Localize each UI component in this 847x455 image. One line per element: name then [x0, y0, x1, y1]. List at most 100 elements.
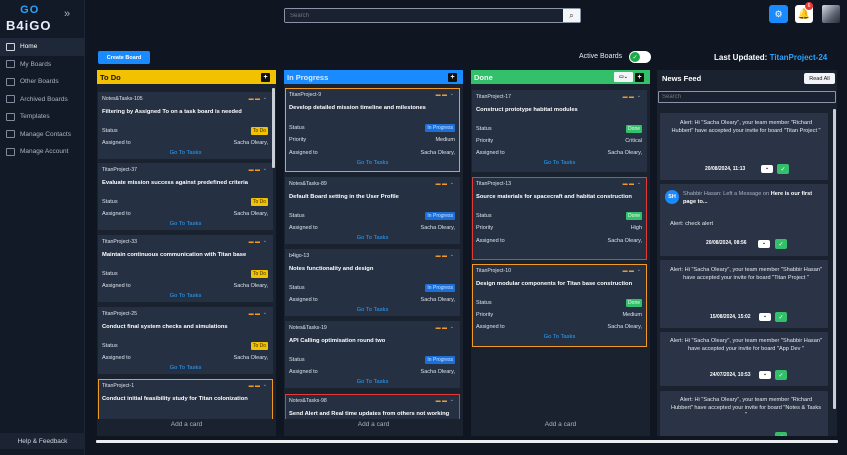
sidebar-item-other-boards[interactable]: Other Boards: [0, 73, 85, 91]
active-boards-toggle[interactable]: ✓: [629, 51, 651, 63]
column-scrollbar[interactable]: [272, 88, 275, 168]
go-to-tasks-link[interactable]: Go To Tasks: [169, 150, 202, 156]
task-card[interactable]: TitanProject-37 ▬ ▬ ⌄ Evaluate mission su…: [98, 163, 273, 230]
chevron-down-icon[interactable]: ⌄: [636, 93, 641, 99]
news-item[interactable]: Alert: Hi "Sacha Oleary", your team memb…: [660, 113, 828, 180]
status-badge: Done: [626, 211, 642, 220]
chevron-down-icon[interactable]: ⌄: [449, 397, 454, 403]
go-to-tasks-link[interactable]: Go To Tasks: [543, 334, 576, 340]
chevron-down-icon[interactable]: ⌄: [262, 95, 267, 101]
more-icon[interactable]: ▬ ▬: [248, 96, 260, 102]
chevron-down-icon[interactable]: ⌄: [449, 91, 454, 97]
message-page-link[interactable]: Here is our first page to...: [683, 191, 813, 205]
task-card[interactable]: TitanProject-25 ▬ ▬ ⌄ Conduct final syste…: [98, 307, 273, 374]
more-icon[interactable]: ▬ ▬: [622, 181, 634, 187]
task-card[interactable]: Notes&Tasks-105 ▬ ▬ ⌄ Filtering by Assign…: [98, 92, 273, 159]
go-to-tasks-link[interactable]: Go To Tasks: [356, 235, 389, 241]
task-card[interactable]: TitanProject-13 ▬ ▬ ⌄ Source materials fo…: [472, 177, 647, 260]
more-icon[interactable]: ▬ ▬: [248, 311, 260, 317]
column-done: Done ▭⌄ + TitanProject-17 ▬ ▬ ⌄ Construct…: [471, 70, 650, 436]
chevron-down-icon[interactable]: ⌄: [262, 238, 267, 244]
search-input[interactable]: [285, 9, 563, 22]
more-icon[interactable]: ▬ ▬: [622, 94, 634, 100]
more-icon[interactable]: ▬ ▬: [435, 325, 447, 331]
go-to-tasks-link[interactable]: Go To Tasks: [169, 221, 202, 227]
mark-read-check-icon[interactable]: ✓: [775, 432, 787, 436]
bell-icon: 🔔: [797, 8, 811, 20]
news-item[interactable]: Alert: Hi "Sacha Oleary", your team memb…: [660, 391, 828, 436]
go-to-tasks-link[interactable]: Go To Tasks: [169, 365, 202, 371]
notification-count-badge: 6: [805, 2, 813, 10]
news-scrollbar[interactable]: [833, 109, 836, 409]
go-to-tasks-link[interactable]: Go To Tasks: [543, 160, 576, 166]
more-icon[interactable]: ▬ ▬: [622, 268, 634, 274]
sidebar-item-home[interactable]: Home: [0, 38, 85, 56]
task-card[interactable]: Notes&Tasks-98 ▬ ▬ ⌄ Send Alert and Real …: [285, 394, 460, 419]
more-icon[interactable]: ▬ ▬: [248, 239, 260, 245]
chevron-down-icon[interactable]: ⌄: [262, 166, 267, 172]
add-column-card-icon[interactable]: +: [261, 73, 270, 82]
chevron-down-icon[interactable]: ⌄: [262, 310, 267, 316]
task-card[interactable]: Notes&Tasks-19 ▬ ▬ ⌄ API Calling optimisa…: [285, 321, 460, 388]
chevron-down-icon[interactable]: ⌄: [636, 180, 641, 186]
task-card[interactable]: TitanProject-10 ▬ ▬ ⌄ Design modular comp…: [472, 264, 647, 347]
more-icon[interactable]: ▬ ▬: [435, 181, 447, 187]
chevron-down-icon[interactable]: ⌄: [636, 267, 641, 273]
news-item[interactable]: Alert: Hi "Sacha Oleary", your team memb…: [660, 332, 828, 386]
status-badge: To Do: [250, 341, 268, 350]
archive-icon[interactable]: ▪: [761, 165, 773, 173]
chevron-down-icon[interactable]: ⌄: [449, 324, 454, 330]
mark-read-check-icon[interactable]: ✓: [775, 312, 787, 322]
sidebar-item-my-boards[interactable]: My Boards: [0, 56, 85, 74]
mark-read-check-icon[interactable]: ✓: [775, 239, 787, 249]
add-column-card-icon[interactable]: +: [635, 73, 644, 82]
chevron-down-icon[interactable]: ⌄: [262, 382, 267, 388]
add-column-card-icon[interactable]: +: [448, 73, 457, 82]
gear-icon: ⚙: [774, 8, 783, 19]
more-icon[interactable]: ▬ ▬: [435, 398, 447, 404]
task-card[interactable]: TitanProject-33 ▬ ▬ ⌄ Maintain continuous…: [98, 235, 273, 302]
archive-icon[interactable]: ▪: [759, 313, 771, 321]
more-icon[interactable]: ▬ ▬: [435, 253, 447, 259]
task-card[interactable]: b4igo-13 ▬ ▬ ⌄ Notes functionality and de…: [285, 249, 460, 316]
sidebar-item-templates[interactable]: Templates: [0, 108, 85, 126]
go-to-tasks-link[interactable]: Go To Tasks: [169, 293, 202, 299]
archive-column-icon[interactable]: ▭⌄: [614, 72, 633, 82]
chevron-down-icon[interactable]: ⌄: [449, 180, 454, 186]
task-card[interactable]: TitanProject-17 ▬ ▬ ⌄ Construct prototype…: [472, 90, 647, 172]
add-card-button[interactable]: Add a card: [357, 421, 390, 428]
go-to-tasks-link[interactable]: Go To Tasks: [356, 307, 389, 313]
chevron-down-icon[interactable]: ⌄: [449, 252, 454, 258]
help-feedback-button[interactable]: Help & Feedback: [0, 433, 85, 449]
mark-read-check-icon[interactable]: ✓: [775, 370, 787, 380]
sidebar-item-manage-contacts[interactable]: Manage Contacts: [0, 126, 85, 144]
go-to-tasks-link[interactable]: Go To Tasks: [356, 160, 389, 166]
task-card[interactable]: Notes&Tasks-89 ▬ ▬ ⌄ Default Board settin…: [285, 177, 460, 244]
news-item[interactable]: SH Shabbir Hasan: Left a Message on Here…: [660, 184, 828, 256]
search-icon[interactable]: ⌕: [563, 9, 580, 22]
horizontal-scrollbar[interactable]: [96, 440, 838, 443]
task-card[interactable]: TitanProject-1 ▬ ▬ ⌄ Conduct initial feas…: [98, 379, 273, 419]
more-icon[interactable]: ▬ ▬: [248, 167, 260, 173]
collapse-sidebar-icon[interactable]: »: [64, 8, 71, 20]
user-avatar[interactable]: [822, 5, 840, 23]
archive-icon[interactable]: ▪: [759, 371, 771, 379]
create-board-button[interactable]: Create Board: [98, 51, 150, 64]
more-icon[interactable]: ▬ ▬: [248, 383, 260, 389]
column-header-done: Done ▭⌄ +: [471, 70, 650, 84]
mark-read-check-icon[interactable]: ✓: [777, 164, 789, 174]
sidebar-item-archived-boards[interactable]: Archived Boards: [0, 91, 85, 109]
archive-icon[interactable]: ▪: [758, 240, 770, 248]
sidebar-item-manage-account[interactable]: Manage Account: [0, 143, 85, 161]
read-all-button[interactable]: Read All: [804, 73, 835, 84]
add-card-button[interactable]: Add a card: [544, 421, 577, 428]
news-search-input[interactable]: [658, 91, 836, 103]
go-to-tasks-link[interactable]: Go To Tasks: [356, 379, 389, 385]
last-updated-project-link[interactable]: TitanProject-24: [769, 53, 828, 62]
news-item[interactable]: Alert: Hi "Sacha Oleary", your team memb…: [660, 260, 828, 328]
add-card-button[interactable]: Add a card: [170, 421, 203, 428]
settings-button[interactable]: ⚙: [769, 5, 788, 23]
app-logo[interactable]: GO B4iGO: [6, 4, 52, 33]
more-icon[interactable]: ▬ ▬: [435, 92, 447, 98]
task-card[interactable]: TitanProject-9 ▬ ▬ ⌄ Develop detailed mis…: [285, 88, 460, 172]
